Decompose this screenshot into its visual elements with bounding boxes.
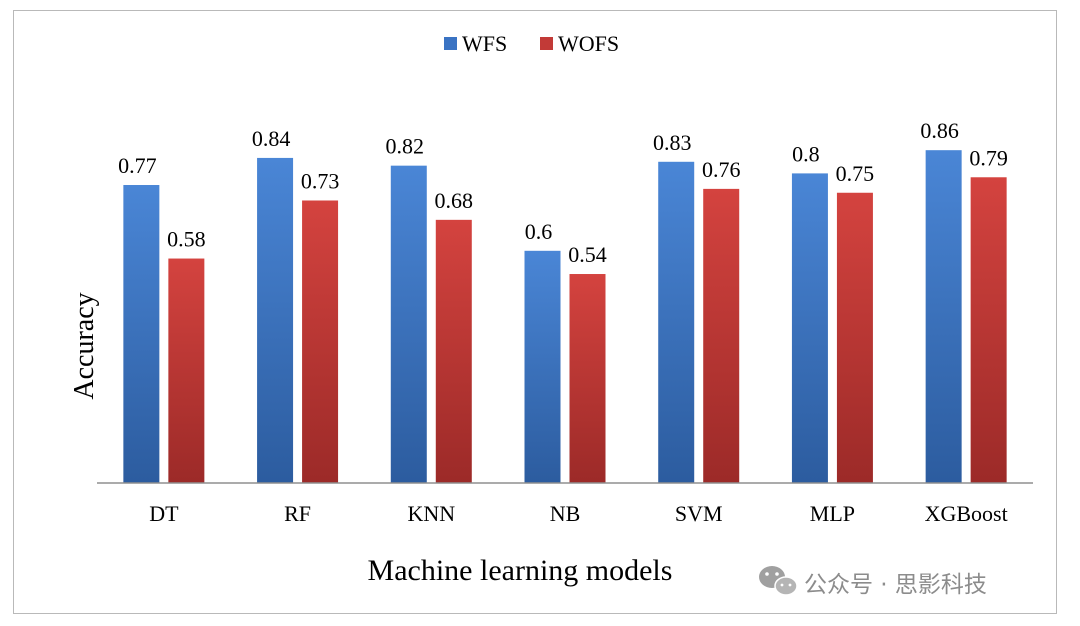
x-tick-label-rf: RF: [284, 501, 311, 526]
value-label-wofs-rf: 0.73: [301, 168, 340, 193]
value-label-wofs-mlp: 0.75: [836, 161, 875, 186]
value-label-wofs-knn: 0.68: [435, 188, 474, 213]
value-label-wfs-knn: 0.82: [386, 134, 425, 159]
bar-wfs-mlp: [791, 173, 828, 483]
watermark: 公众号 · 思影科技: [759, 566, 987, 598]
legend-swatch-wfs: [444, 37, 457, 50]
x-tick-label-xgboost: XGBoost: [925, 501, 1008, 526]
x-tick-label-mlp: MLP: [810, 501, 855, 526]
x-tick-label-svm: SVM: [675, 501, 723, 526]
value-label-wfs-rf: 0.84: [252, 126, 291, 151]
bar-wofs-rf: [302, 200, 339, 484]
legend: WFS WOFS: [444, 31, 619, 56]
value-label-wfs-dt: 0.77: [118, 153, 157, 178]
y-axis-title: Accuracy: [69, 292, 100, 399]
value-label-wfs-nb: 0.6: [525, 219, 553, 244]
value-label-wfs-mlp: 0.8: [792, 141, 820, 166]
legend-swatch-wofs: [540, 37, 553, 50]
value-label-wfs-svm: 0.83: [653, 130, 692, 155]
bar-wfs-nb: [524, 250, 561, 483]
bar-wfs-xgboost: [925, 150, 962, 483]
legend-label-wfs: WFS: [462, 31, 507, 56]
legend-label-wofs: WOFS: [558, 31, 619, 56]
bar-wofs-nb: [569, 274, 606, 483]
wechat-icon: [759, 566, 798, 596]
bar-wfs-rf: [257, 157, 294, 484]
bar-wfs-knn: [390, 165, 427, 483]
value-label-wofs-dt: 0.58: [167, 227, 206, 252]
bar-wofs-svm: [703, 188, 740, 483]
value-label-wofs-nb: 0.54: [568, 242, 607, 267]
x-tick-label-nb: NB: [550, 501, 581, 526]
bar-wfs-dt: [123, 185, 160, 483]
bar-wofs-dt: [168, 258, 205, 483]
watermark-text: 公众号 · 思影科技: [804, 572, 987, 598]
x-axis-title: Machine learning models: [368, 554, 673, 587]
bar-wfs-svm: [658, 161, 695, 484]
bars: [123, 150, 1007, 484]
bar-wofs-xgboost: [970, 177, 1007, 483]
value-labels: 0.77 0.58 0.84 0.73 0.82 0.68 0.6 0.54 0.83 0.76 0…: [118, 118, 1008, 267]
category-labels: DT RF KNN NB SVM MLP XGBoost: [149, 501, 1008, 526]
bar-wofs-knn: [435, 219, 472, 483]
value-label-wofs-xgboost: 0.79: [969, 145, 1008, 170]
x-tick-label-dt: DT: [149, 501, 179, 526]
x-tick-label-knn: KNN: [407, 501, 455, 526]
value-label-wofs-svm: 0.76: [702, 157, 741, 182]
value-label-wfs-xgboost: 0.86: [920, 118, 959, 143]
bar-wofs-mlp: [836, 192, 873, 483]
